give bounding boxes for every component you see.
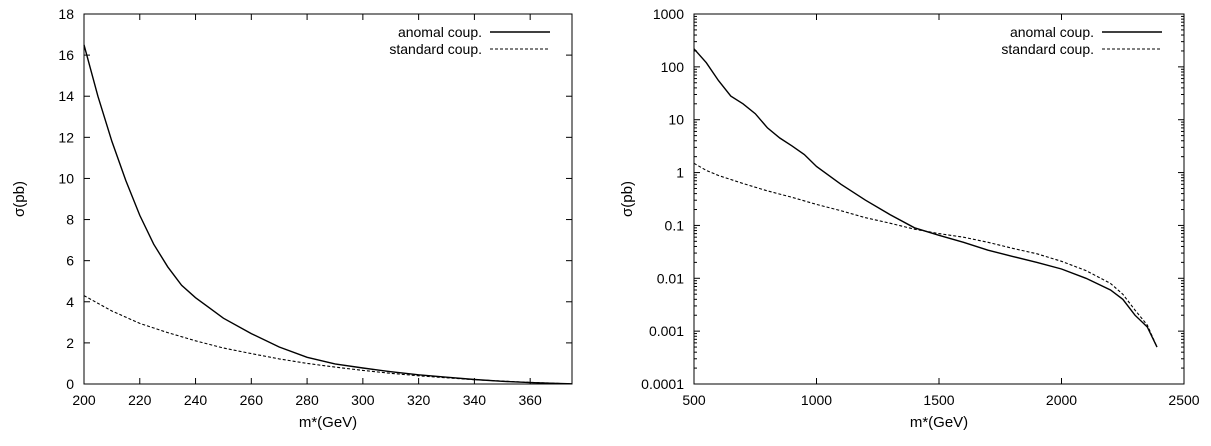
y-tick-label: 1 xyxy=(676,165,684,181)
y-tick-label: 6 xyxy=(66,253,74,269)
legend-label: anomal coup. xyxy=(398,24,482,40)
y-tick-label: 10 xyxy=(58,170,74,186)
series-line-standard-coup xyxy=(83,295,573,385)
legend-label: standard coup. xyxy=(389,41,482,57)
series-line-standard-coup xyxy=(693,162,1158,348)
x-tick-label: 2000 xyxy=(1046,392,1077,408)
x-tick-label: 360 xyxy=(518,392,542,408)
chart-left: 200 220 240 260 280 300 320 340 360 0 2 4 6 8 10 12 14 16… xyxy=(11,6,573,431)
x-tick-label: 500 xyxy=(682,392,706,408)
y-tick-label: 0.0001 xyxy=(641,376,684,392)
y-axis-label: σ(pb) xyxy=(619,181,636,217)
y-tick-label: 0 xyxy=(66,376,74,392)
x-tick-label: 200 xyxy=(72,392,96,408)
series-line-anomal-coup xyxy=(83,44,573,385)
plot-frame xyxy=(693,13,1185,385)
y-tick-label: 14 xyxy=(58,88,74,104)
y-tick-label: 18 xyxy=(58,6,74,22)
x-tick-label: 320 xyxy=(407,392,431,408)
x-tick-label: 260 xyxy=(240,392,264,408)
x-tick-label: 340 xyxy=(463,392,487,408)
x-tick-label: 240 xyxy=(184,392,208,408)
y-tick-label: 4 xyxy=(66,294,74,310)
y-tick-label: 100 xyxy=(661,59,685,75)
chart-right: 500 1000 1500 2000 2500 0.0001 0.001 0.01 0.1 1 10… xyxy=(619,6,1200,431)
y-tick-label: 0.001 xyxy=(649,323,684,339)
x-tick-label: 2500 xyxy=(1168,392,1199,408)
y-tick-label: 12 xyxy=(58,129,74,145)
y-tick-label: 8 xyxy=(66,212,74,228)
y-tick-label: 1000 xyxy=(653,6,684,22)
legend-label: standard coup. xyxy=(1001,41,1094,57)
legend-label: anomal coup. xyxy=(1010,24,1094,40)
x-tick-label: 1000 xyxy=(801,392,832,408)
series-line-anomal-coup xyxy=(693,48,1158,348)
y-tick-label: 10 xyxy=(668,112,684,128)
plot-frame xyxy=(83,13,573,385)
y-tick-label: 0.1 xyxy=(665,217,685,233)
y-tick-label: 16 xyxy=(58,47,74,63)
x-tick-label: 220 xyxy=(128,392,152,408)
x-tick-label: 300 xyxy=(351,392,375,408)
y-tick-label: 0.01 xyxy=(657,270,684,286)
x-tick-label: 280 xyxy=(295,392,319,408)
x-axis-label: m*(GeV) xyxy=(299,414,357,431)
x-tick-label: 1500 xyxy=(923,392,954,408)
x-axis-label: m*(GeV) xyxy=(910,414,968,431)
y-axis-label: σ(pb) xyxy=(11,181,28,217)
y-tick-label: 2 xyxy=(66,335,74,351)
